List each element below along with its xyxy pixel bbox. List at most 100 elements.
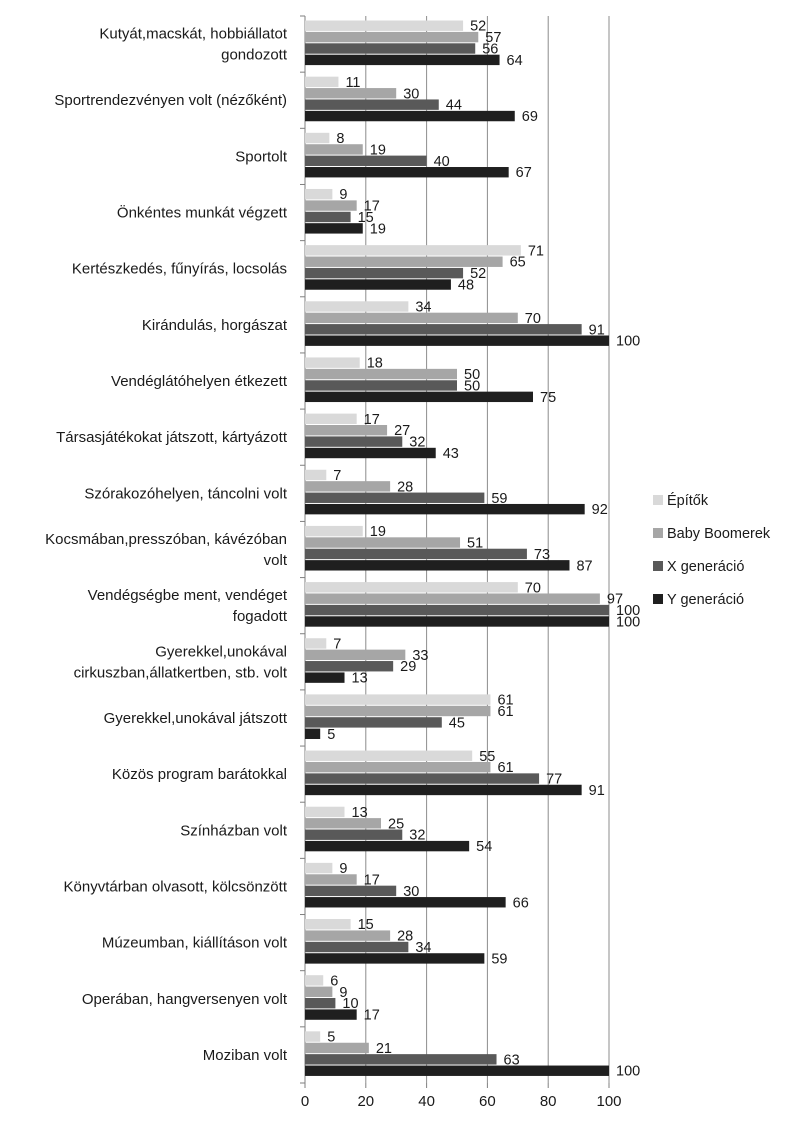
bar: [305, 76, 339, 88]
bar: [305, 919, 351, 930]
bar: [305, 885, 397, 897]
category-label: Sportrendezvényen volt (nézőként): [54, 92, 287, 109]
data-label: 29: [400, 659, 416, 675]
bar: [305, 380, 457, 391]
data-label: 30: [403, 86, 419, 102]
data-label: 25: [388, 816, 404, 832]
data-label: 70: [525, 580, 541, 596]
x-tick-label: 40: [418, 1093, 435, 1110]
data-label: 34: [415, 940, 431, 956]
data-label: 91: [589, 322, 605, 338]
bar: [305, 256, 503, 267]
data-label: 19: [370, 524, 386, 540]
data-label: 13: [352, 805, 368, 821]
bar: [305, 829, 403, 840]
data-label: 50: [464, 378, 480, 394]
data-label: 8: [336, 131, 344, 147]
data-label: 40: [434, 154, 450, 170]
data-label: 5: [327, 727, 335, 743]
bar: [305, 537, 461, 548]
bar: [305, 672, 345, 683]
bar: [305, 986, 333, 997]
bar: [305, 941, 409, 953]
data-label: 91: [589, 783, 605, 799]
bar: [305, 773, 540, 784]
legend-label: X generáció: [667, 559, 744, 575]
category-label: Közös program barátokkal: [112, 766, 287, 783]
bar: [305, 661, 394, 672]
bar: [305, 324, 582, 335]
bar: [305, 1054, 497, 1065]
category-label: Vendégségbe ment, vendéget: [88, 587, 288, 604]
x-tick-label: 20: [357, 1093, 374, 1110]
data-label: 50: [464, 367, 480, 383]
bar: [305, 54, 500, 66]
bar: [305, 997, 336, 1009]
bar: [305, 132, 330, 144]
data-label: 70: [525, 311, 541, 327]
bar: [305, 874, 357, 885]
bar: [305, 604, 609, 616]
legend-swatch: [653, 495, 663, 505]
data-label: 7: [333, 636, 341, 652]
bar: [305, 481, 391, 492]
bar: [305, 469, 327, 481]
data-label: 17: [364, 412, 380, 428]
data-label: 69: [522, 109, 538, 125]
data-label: 9: [339, 187, 347, 203]
category-label: Színházban volt: [180, 822, 288, 839]
bar: [305, 301, 409, 312]
data-label: 19: [370, 221, 386, 237]
data-label: 17: [364, 872, 380, 888]
bar: [305, 447, 436, 459]
category-label: fogadott: [233, 608, 288, 625]
legend-swatch: [653, 594, 663, 604]
category-label: Könyvtárban olvasott, kölcsönzött: [64, 878, 288, 895]
bar: [305, 211, 351, 223]
data-label: 54: [476, 839, 492, 855]
bar: [305, 413, 357, 425]
bar: [305, 99, 439, 110]
bar: [305, 200, 357, 211]
bar: [305, 155, 427, 167]
data-label: 5: [327, 1030, 335, 1046]
legend-label: Y generáció: [667, 592, 744, 608]
bar: [305, 279, 451, 290]
data-label: 56: [482, 42, 498, 58]
data-label: 32: [409, 828, 425, 844]
data-label: 33: [412, 648, 428, 664]
bar: [305, 862, 333, 874]
data-label: 100: [616, 334, 640, 350]
bar: [305, 548, 527, 560]
data-label: 30: [403, 884, 419, 900]
data-label: 59: [491, 951, 507, 967]
bar: [305, 560, 570, 571]
category-label: Gyerekkel,unokával: [155, 643, 287, 660]
bar: [305, 806, 345, 818]
bar: [305, 1009, 357, 1020]
category-label: Sportolt: [235, 148, 288, 165]
legend-swatch: [653, 528, 663, 538]
data-label: 43: [443, 446, 459, 462]
bar: [305, 492, 485, 503]
data-label: 11: [345, 75, 360, 91]
data-label: 9: [339, 985, 347, 1001]
category-label: volt: [264, 552, 288, 569]
data-label: 17: [364, 199, 380, 215]
category-label: Önkéntes munkát végzett: [117, 204, 288, 222]
bar: [305, 357, 360, 368]
bar: [305, 20, 464, 31]
bar: [305, 953, 485, 964]
x-tick-label: 60: [479, 1093, 496, 1110]
bar: [305, 784, 582, 796]
data-label: 97: [607, 592, 623, 608]
category-label: Kutyát,macskát, hobbiállatot: [99, 26, 287, 43]
bar: [305, 840, 470, 852]
bar: [305, 717, 442, 728]
data-label: 27: [394, 423, 410, 439]
data-label: 52: [470, 19, 486, 35]
data-label: 17: [364, 1008, 380, 1024]
bar: [305, 110, 515, 122]
data-label: 61: [497, 693, 513, 709]
category-label: Kirándulás, horgászat: [142, 317, 288, 334]
